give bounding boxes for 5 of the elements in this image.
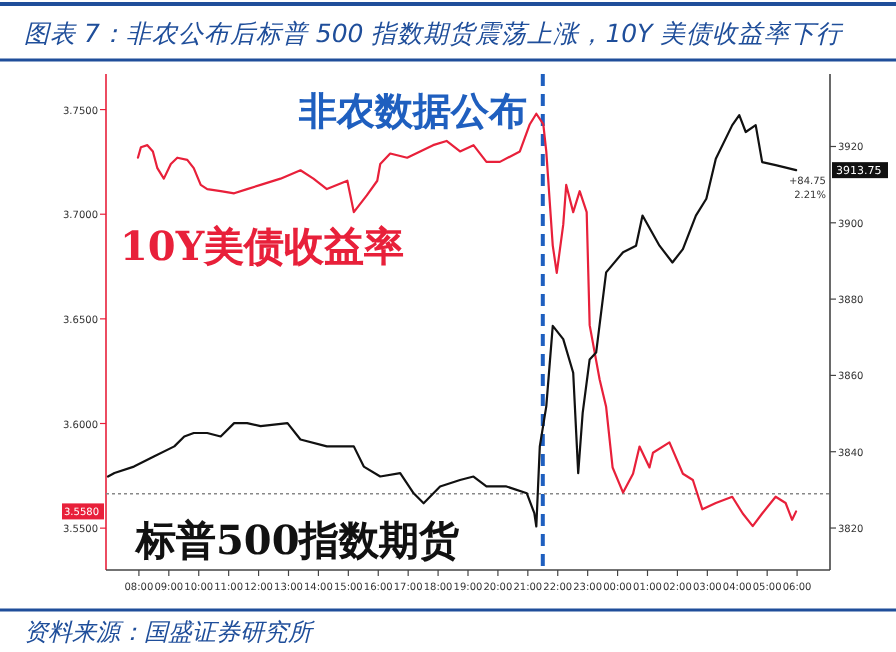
ref-line-label: 非农数据公布 xyxy=(296,90,527,134)
series-label: 标普500指数期货 xyxy=(134,516,460,564)
text: 资料来源：国盛证券研究所 xyxy=(24,618,316,646)
series-label: 10Y美债收益率 xyxy=(120,222,405,270)
chart-title: 图表 7：非农公布后标普 500 指数期货震荡上涨，10Y 美债收益率下行 xyxy=(24,18,845,48)
